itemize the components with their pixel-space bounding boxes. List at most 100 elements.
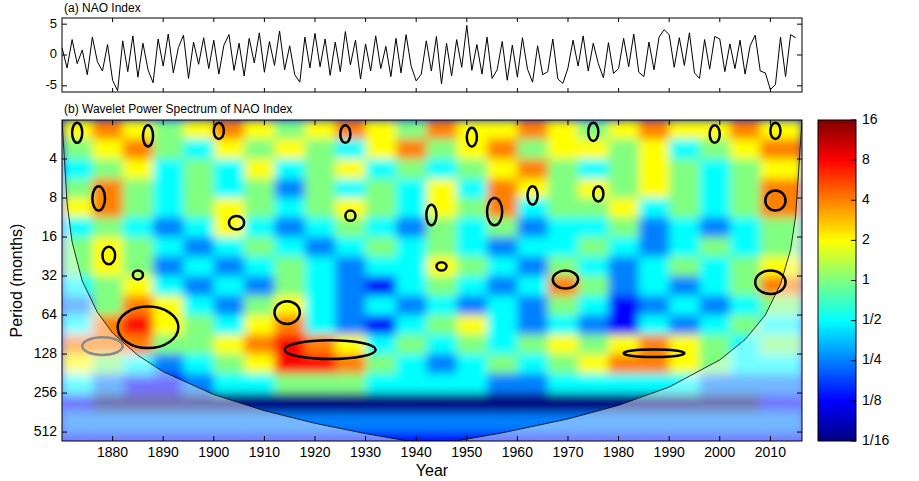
x-tick <box>264 436 265 441</box>
heatmap-cell <box>426 432 457 441</box>
significance-contour <box>92 186 105 210</box>
x-tick <box>112 88 113 92</box>
heatmap-cell <box>639 296 670 316</box>
heatmap-cell <box>548 179 579 199</box>
significance-contour <box>133 270 143 279</box>
significance-contour <box>340 125 350 142</box>
heatmap-cell <box>517 159 548 179</box>
heatmap-cell <box>700 120 731 139</box>
x-tick <box>719 436 720 441</box>
heatmap-cell <box>366 120 397 139</box>
heatmap-cell <box>123 256 154 276</box>
significance-contour <box>275 301 300 324</box>
heatmap-cell <box>366 159 397 179</box>
heatmap-cell <box>700 237 731 257</box>
significance-contour <box>553 270 578 288</box>
significance-contour <box>285 340 376 359</box>
x-tick <box>163 120 164 125</box>
heatmap-cell <box>275 139 306 160</box>
heatmap-cell <box>153 276 184 296</box>
significance-contour <box>467 128 477 147</box>
significance-contour <box>770 123 780 139</box>
x-tick <box>567 436 568 441</box>
heatmap-cell <box>700 198 731 218</box>
heatmap-cell <box>578 354 609 374</box>
x-tick <box>517 436 518 441</box>
heatmap-cell <box>548 217 579 237</box>
y-tick-label: -5 <box>45 77 57 92</box>
x-tick <box>567 120 568 125</box>
heatmap-cell <box>548 354 579 374</box>
y-tick <box>797 393 802 394</box>
heatmap-cell <box>639 139 670 160</box>
x-tick <box>669 436 670 441</box>
heatmap-cell <box>275 159 306 179</box>
heatmap-cell <box>517 237 548 257</box>
heatmap-cell <box>669 120 700 139</box>
frame-a <box>62 18 802 92</box>
heatmap-cell <box>366 179 397 199</box>
heatmap-cell <box>457 256 488 276</box>
x-tick <box>264 88 265 92</box>
heatmap-cell <box>608 120 639 139</box>
colorbar-tick <box>851 280 856 281</box>
significance-contour <box>710 125 720 142</box>
heatmap-cell <box>123 217 154 237</box>
heatmap-cell <box>366 374 397 394</box>
y-axis-title: Period (months) <box>8 224 25 338</box>
y-tick <box>797 24 802 25</box>
y-tick-label: 512 <box>34 423 58 439</box>
heatmap-cell <box>457 393 488 413</box>
heatmap-cell <box>396 179 427 199</box>
heatmap-cell <box>396 139 427 160</box>
heatmap-cell <box>578 276 609 296</box>
x-tick <box>365 88 366 92</box>
y-tick <box>62 85 67 86</box>
heatmap-cell <box>548 296 579 316</box>
heatmap-cell <box>183 335 214 355</box>
heatmap-cell <box>639 120 670 139</box>
colorbar-tick <box>851 320 856 321</box>
heatmap-cell <box>305 159 336 179</box>
heatmap-cell <box>457 198 488 218</box>
heatmap-cell <box>244 159 275 179</box>
heatmap-cell <box>92 139 123 160</box>
heatmap-cell <box>517 139 548 160</box>
frame-b <box>62 120 802 441</box>
heatmap-cell <box>578 217 609 237</box>
colorbar-tick-label: 1/2 <box>862 311 882 327</box>
heatmap-cell <box>608 256 639 276</box>
colorbar-tick-label: 1 <box>862 271 870 287</box>
heatmap-cell <box>62 159 93 179</box>
heatmap-cell <box>366 296 397 316</box>
heatmap-cell <box>426 335 457 355</box>
significance-contour <box>487 198 502 225</box>
heatmap-cell <box>578 374 609 394</box>
heatmap-cell <box>457 120 488 139</box>
x-tick <box>213 18 214 22</box>
heatmap-cell <box>305 198 336 218</box>
x-tick <box>365 120 366 125</box>
heatmap-cell <box>335 296 366 316</box>
heatmap-cell <box>214 315 245 335</box>
heatmap-cell <box>123 179 154 199</box>
heatmap-cell <box>457 354 488 374</box>
colorbar-tick-label: 1/16 <box>862 432 889 448</box>
x-tick <box>112 436 113 441</box>
heatmap-cell <box>457 217 488 237</box>
heatmap-cell <box>669 256 700 276</box>
heatmap-cell <box>396 335 427 355</box>
heatmap-cell <box>517 179 548 199</box>
heatmap-cell <box>487 256 518 276</box>
heatmap-cell <box>578 237 609 257</box>
heatmap-cell <box>730 179 761 199</box>
heatmap-cell <box>608 276 639 296</box>
heatmap-cell <box>92 217 123 237</box>
heatmap-cell <box>335 256 366 276</box>
heatmap-cell <box>487 139 518 160</box>
heatmap-cell <box>214 256 245 276</box>
heatmap-cell <box>457 179 488 199</box>
heatmap-cell <box>305 256 336 276</box>
heatmap-cell <box>426 393 457 413</box>
heatmap-cell <box>305 120 336 139</box>
